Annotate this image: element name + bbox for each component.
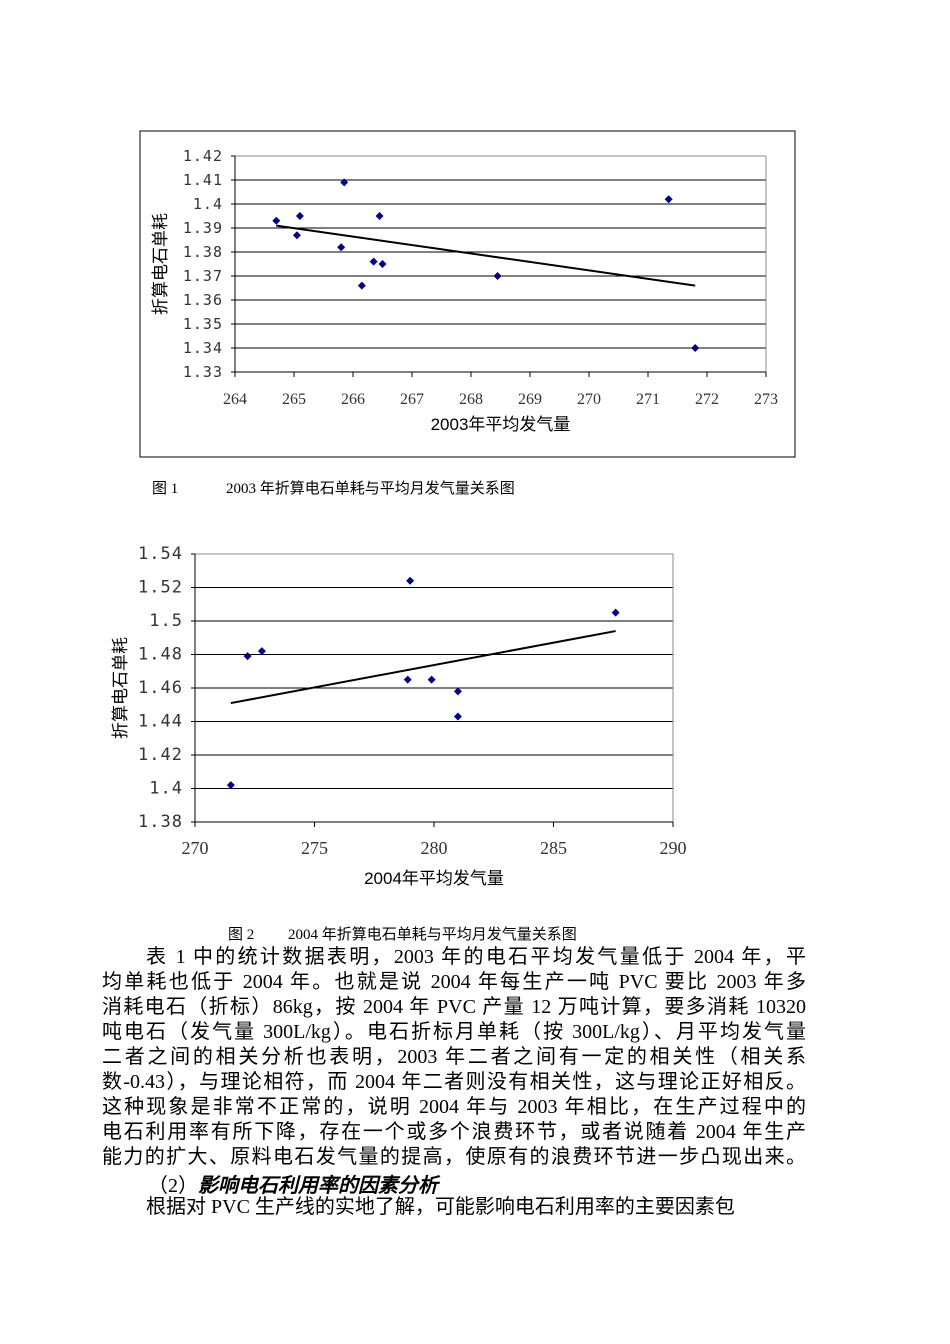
y-tick-label: 1.48 bbox=[138, 645, 183, 665]
y-axis-label: 折算电石单耗 bbox=[111, 637, 130, 739]
x-tick-label: 270 bbox=[182, 838, 209, 858]
paragraph-line: 数-0.43），与理论相符，而 2004 年二者则没有相关性，这与理论正好相反。 bbox=[102, 1071, 806, 1093]
section-heading-text: 影响电石利用率的因素分析 bbox=[198, 1175, 438, 1197]
y-tick-label: 1.38 bbox=[138, 812, 183, 832]
paragraph-line: 均单耗也低于 2004 年。也就是说 2004 年每生产一吨 PVC 要比 20… bbox=[102, 971, 806, 993]
x-tick-label: 272 bbox=[695, 391, 719, 408]
y-axis-label: 折算电石单耗 bbox=[151, 213, 170, 315]
y-tick-label: 1.33 bbox=[183, 363, 223, 381]
chart-2: 1.54 1.52 1.5 1.48 1.46 1.44 1.42 1.4 1.38 270 275… bbox=[111, 544, 687, 888]
data-point bbox=[243, 652, 252, 661]
x-tick-label: 271 bbox=[636, 391, 660, 408]
x-axis-label: 2003年平均发气量 bbox=[431, 415, 571, 434]
figure1-caption: 2003 年折算电石单耗与平均月发气量关系图 bbox=[226, 481, 515, 497]
data-point bbox=[272, 216, 281, 225]
y-tick-label: 1.5 bbox=[149, 611, 183, 631]
data-point bbox=[403, 675, 412, 684]
data-point bbox=[337, 243, 346, 252]
x-tick-label: 266 bbox=[341, 391, 365, 408]
section-heading-number: （2） bbox=[148, 1175, 198, 1197]
y-tick-label: 1.52 bbox=[138, 578, 183, 598]
paragraph-line: 吨电石（发气量 300L/kg）。电石折标月单耗（按 300L/kg）、月平均发… bbox=[102, 1021, 806, 1043]
section-heading: （2）影响电石利用率的因素分析 bbox=[148, 1169, 438, 1198]
paragraph-line: 电石利用率有所下降，存在一个或多个浪费环节，或者说随着 2004 年生产 bbox=[102, 1121, 806, 1143]
paragraph-line: 表 1 中的统计数据表明，2003 年的电石平均发气量低于 2004 年，平 bbox=[146, 946, 806, 968]
data-point bbox=[691, 344, 700, 352]
x-tick-label: 285 bbox=[540, 838, 567, 858]
x-tick-label: 268 bbox=[459, 391, 483, 408]
chart-1: 1.421.411.41.391.381.371.361.351.341.332… bbox=[139, 130, 796, 458]
x-tick-label: 290 bbox=[660, 838, 687, 858]
chart-frame bbox=[139, 130, 796, 458]
data-point bbox=[226, 781, 235, 790]
y-tick-label: 1.41 bbox=[183, 171, 223, 189]
data-point bbox=[295, 212, 304, 220]
y-tick-label: 1.4 bbox=[193, 195, 223, 213]
data-point bbox=[611, 608, 620, 617]
paragraph-line: 能力的扩大、原料电石发气量的提高，使原有的浪费环节进一步凸现出来。 bbox=[102, 1146, 806, 1168]
x-axis-label: 2004年平均发气量 bbox=[364, 869, 504, 888]
figure2-caption: 2004 年折算电石单耗与平均月发气量关系图 bbox=[288, 927, 577, 943]
figure2-number: 图 2 bbox=[228, 927, 255, 943]
data-point bbox=[427, 675, 436, 684]
x-tick-label: 267 bbox=[400, 391, 424, 408]
y-tick-label: 1.38 bbox=[183, 243, 223, 261]
trendline bbox=[230, 630, 616, 705]
data-point bbox=[664, 195, 673, 204]
data-point bbox=[369, 257, 378, 266]
y-tick-label: 1.39 bbox=[183, 219, 223, 237]
data-point bbox=[453, 712, 462, 721]
paragraph-line: 消耗电石（折标）86kg，按 2004 年 PVC 产量 12 万吨计算，要多消… bbox=[102, 996, 806, 1018]
y-tick-label: 1.44 bbox=[138, 712, 183, 732]
data-point bbox=[292, 231, 301, 240]
y-tick-label: 1.46 bbox=[138, 678, 183, 698]
data-point bbox=[453, 687, 462, 696]
x-tick-label: 273 bbox=[754, 391, 778, 408]
data-point bbox=[357, 281, 366, 290]
data-point bbox=[375, 212, 384, 220]
y-tick-label: 1.35 bbox=[183, 315, 223, 333]
paragraph-line: 根据对 PVC 生产线的实地了解，可能影响电石利用率的主要因素包 bbox=[146, 1196, 735, 1218]
data-point bbox=[257, 647, 266, 656]
data-point bbox=[406, 576, 415, 585]
x-tick-label: 280 bbox=[421, 838, 448, 858]
x-tick-label: 264 bbox=[223, 391, 247, 408]
x-tick-label: 269 bbox=[518, 391, 542, 408]
data-point bbox=[493, 272, 502, 280]
x-tick-label: 275 bbox=[301, 838, 328, 858]
y-tick-label: 1.34 bbox=[183, 339, 223, 357]
figure1-number: 图 1 bbox=[152, 481, 179, 497]
data-point bbox=[340, 178, 349, 187]
data-point bbox=[378, 260, 387, 268]
x-tick-label: 265 bbox=[282, 391, 306, 408]
trendline bbox=[276, 224, 696, 287]
y-tick-label: 1.4 bbox=[149, 779, 183, 799]
x-tick-label: 270 bbox=[577, 391, 601, 408]
y-tick-label: 1.37 bbox=[183, 267, 223, 285]
y-tick-label: 1.42 bbox=[138, 745, 183, 765]
y-tick-label: 1.42 bbox=[183, 147, 223, 165]
paragraph-line: 这种现象是非常不正常的，说明 2004 年与 2003 年相比，在生产过程中的 bbox=[102, 1096, 806, 1118]
y-tick-label: 1.36 bbox=[183, 291, 223, 309]
paragraph-line: 二者之间的相关分析也表明，2003 年二者之间有一定的相关性（相关系 bbox=[102, 1046, 806, 1068]
y-tick-label: 1.54 bbox=[138, 544, 183, 564]
